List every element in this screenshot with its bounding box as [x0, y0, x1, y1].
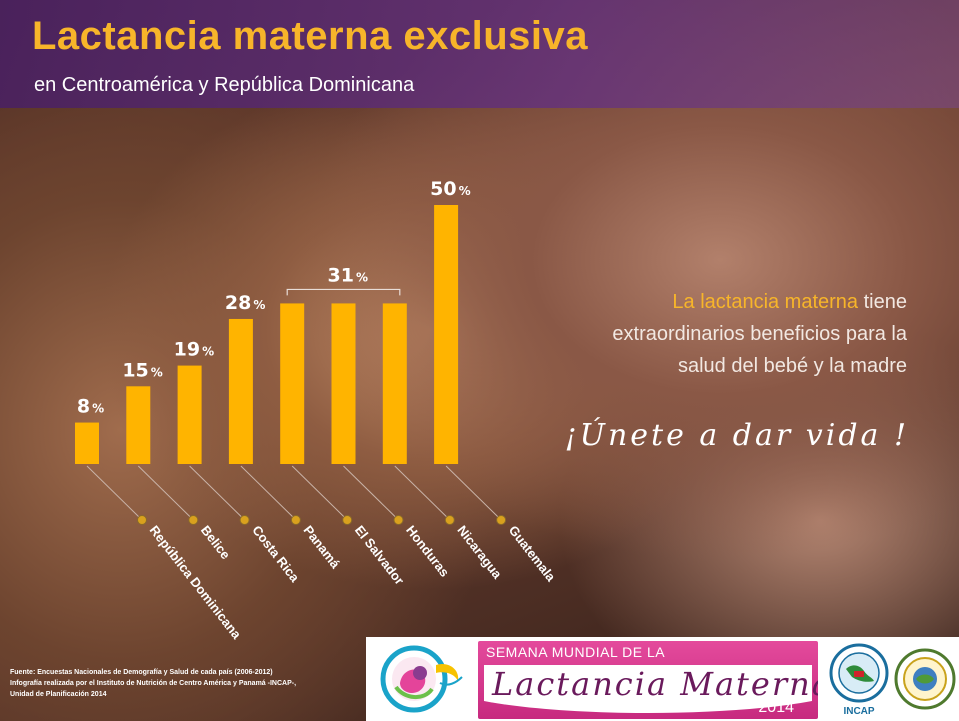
leader-line	[445, 465, 499, 518]
source-line-3: Unidad de Planificación 2014	[10, 691, 107, 698]
header-band	[0, 0, 959, 108]
leader-line	[189, 465, 242, 518]
bar-8	[434, 205, 459, 464]
data-label: 31%	[328, 264, 368, 286]
category-dot	[137, 515, 147, 525]
banner-week: SEMANA MUNDIAL DE LA	[486, 644, 666, 660]
bar-2	[126, 386, 151, 464]
page-title: Lactancia materna exclusiva	[32, 14, 589, 58]
page-subtitle: en Centroamérica y República Dominicana	[34, 74, 415, 96]
data-label: 19%	[174, 339, 214, 361]
leader-line	[137, 465, 191, 518]
source-line-2: Infografía realizada por el Instituto de…	[10, 680, 297, 687]
category-label: Honduras	[403, 523, 452, 580]
data-label: 50%	[430, 178, 470, 200]
leader-line	[394, 465, 448, 518]
category-label: El Salvador	[352, 523, 407, 588]
leader-line	[240, 465, 294, 518]
category-dot	[239, 515, 250, 525]
benefits-message: La lactancia materna tiene extraordinari…	[487, 286, 907, 382]
category-dot	[496, 515, 507, 525]
category-label: Panamá	[301, 523, 344, 572]
category-label: Guatemala	[506, 523, 559, 585]
message-line-3: salud del bebé y la madre	[677, 355, 907, 377]
category-label: Belice	[198, 523, 233, 562]
category-dot	[393, 515, 404, 525]
incap-label: INCAP	[843, 706, 875, 717]
bar-4	[228, 318, 253, 464]
logo-white-panel	[484, 665, 812, 713]
bar-5	[280, 303, 305, 464]
category-dot	[188, 515, 199, 525]
data-label: 28%	[225, 292, 265, 314]
lactancia-materna-logo: SEMANA MUNDIAL DE LA Lactancia Materna 2…	[478, 641, 818, 719]
message-line-1-rest: tiene	[858, 291, 907, 313]
lactancia-circle-logo	[380, 645, 463, 713]
banner-year: 2014	[758, 699, 794, 716]
bar-3	[177, 365, 202, 464]
message-highlight: La lactancia materna	[672, 291, 859, 313]
source-line-1: Fuente: Encuestas Nacionales de Demograf…	[10, 669, 273, 676]
message-line-2: extraordinarios beneficios para la	[612, 323, 907, 345]
category-dot	[342, 515, 353, 525]
category-dot	[290, 515, 301, 525]
slogan: ¡Únete a dar vida !	[564, 418, 909, 453]
footer-banner: SEMANA MUNDIAL DE LA Lactancia Materna 2…	[366, 637, 959, 721]
data-label: 8%	[77, 396, 104, 418]
data-label: 15%	[122, 359, 162, 381]
leader-line	[291, 465, 345, 518]
category-dot	[444, 515, 455, 525]
message-line-1: La lactancia materna tiene	[487, 286, 907, 318]
bar-6	[331, 303, 356, 464]
category-label: República Dominicana	[147, 523, 245, 643]
category-label: Nicaragua	[454, 523, 505, 582]
sica-seal-logo	[894, 648, 956, 710]
source-note: Fuente: Encuestas Nacionales de Demograf…	[10, 667, 370, 700]
bar-7	[382, 303, 407, 464]
banner-title: Lactancia Materna	[492, 665, 818, 703]
leader-line	[86, 465, 140, 518]
incap-logo: INCAP	[828, 643, 890, 717]
incap-seal-icon	[829, 643, 889, 703]
leader-line	[343, 465, 396, 518]
bar-1	[75, 422, 99, 464]
category-label: Costa Rica	[249, 523, 303, 586]
group-bracket	[286, 288, 401, 296]
